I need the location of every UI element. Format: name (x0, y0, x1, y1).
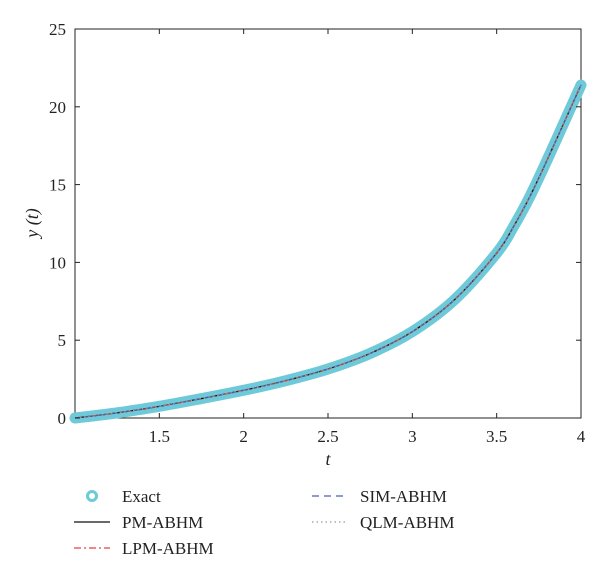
x-tick-label: 2.5 (317, 427, 338, 446)
x-tick-label: 3 (408, 427, 417, 446)
x-tick-label: 4 (577, 427, 586, 446)
y-axis-label: y (t) (22, 208, 43, 239)
series-sim-abhm-line (74, 84, 582, 419)
y-tick-label: 15 (49, 176, 66, 195)
y-tick-label: 10 (49, 253, 66, 272)
x-axis-label: t (325, 449, 331, 469)
x-tick-label: 2 (239, 427, 248, 446)
legend-label-exact: Exact (122, 487, 161, 506)
legend-symbol-exact (86, 490, 98, 502)
legend-label-sim-abhm: SIM-ABHM (360, 487, 447, 506)
x-tick-label: 3.5 (486, 427, 507, 446)
plot-area (74, 28, 582, 419)
legend: Exact PM-ABHM LPM-ABHM SIM-ABHM QLM-ABHM (74, 487, 454, 558)
x-tick-label: 1.5 (149, 427, 170, 446)
y-tick-label: 25 (49, 20, 66, 39)
series-layer (69, 79, 587, 424)
legend-label-lpm-abhm: LPM-ABHM (122, 539, 214, 558)
legend-label-qlm-abhm: QLM-ABHM (360, 513, 454, 532)
tick-layer: 1.5 2 2.5 3 3.5 4 0 5 10 15 20 25 (49, 20, 586, 446)
y-tick-label: 0 (58, 409, 67, 428)
y-tick-label: 20 (49, 98, 66, 117)
legend-label-pm-abhm: PM-ABHM (122, 513, 203, 532)
y-tick-label: 5 (58, 331, 67, 350)
